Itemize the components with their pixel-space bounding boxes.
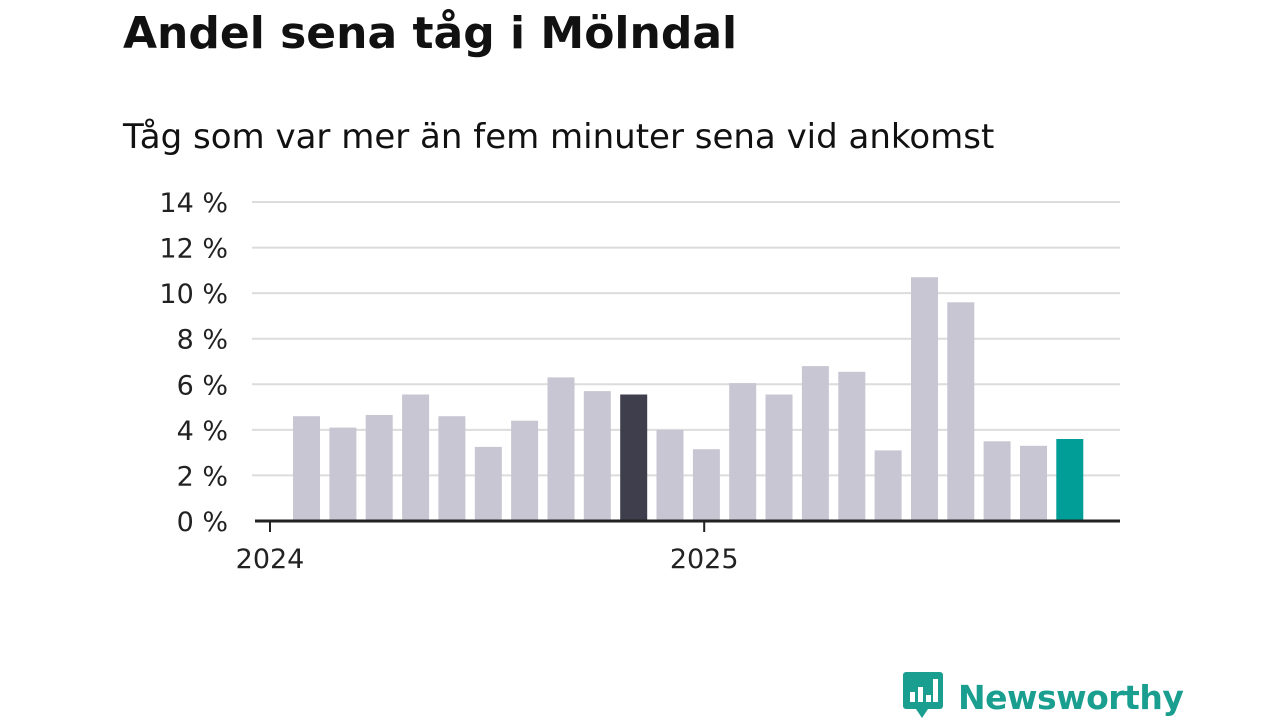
bar: [583, 391, 611, 521]
y-tick-label: 4 %: [177, 416, 228, 447]
bar: [729, 383, 757, 521]
bar: [801, 366, 829, 521]
bar: [365, 415, 393, 521]
bar: [911, 277, 938, 521]
bar: [947, 302, 975, 521]
y-tick-label: 2 %: [177, 461, 228, 492]
y-tick-label: 12 %: [159, 234, 228, 265]
bar: [983, 441, 1011, 522]
y-tick-label: 0 %: [177, 507, 228, 538]
bar: [656, 429, 684, 521]
grid-lines: [252, 201, 1120, 477]
y-tick-label: 8 %: [177, 325, 228, 356]
brand-name: Newsworthy: [958, 677, 1184, 717]
bar: [1056, 439, 1084, 521]
y-tick-label: 6 %: [177, 370, 228, 401]
chart-subtitle: Tåg som var mer än fem minuter sena vid …: [123, 117, 995, 157]
y-tick-label: 10 %: [159, 279, 228, 310]
bar: [293, 416, 320, 521]
y-axis-ticks: 0 % 2 % 4 % 6 % 8 % 10 % 12 % 14 %: [159, 188, 228, 538]
bar-chart-speech-bubble-icon: [902, 670, 944, 724]
bar: [874, 450, 902, 521]
newsworthy-logo: Newsworthy: [902, 670, 1184, 724]
bar: [329, 427, 357, 521]
bar: [474, 446, 502, 521]
x-tick-label: 2025: [670, 544, 739, 575]
bar: [1020, 445, 1047, 521]
bar: [511, 420, 539, 521]
x-tick-label: 2024: [236, 544, 305, 575]
x-axis: [255, 519, 1120, 532]
bar: [620, 394, 648, 521]
y-tick-label: 14 %: [159, 188, 228, 219]
bar: [838, 371, 866, 521]
bar: [402, 394, 430, 521]
bars: [293, 277, 1084, 522]
bar: [547, 377, 575, 521]
bar: [438, 416, 466, 521]
bar: [692, 449, 720, 521]
x-axis-labels: 2024 2025: [236, 544, 739, 575]
bar: [765, 394, 793, 521]
chart-title: Andel sena tåg i Mölndal: [123, 8, 738, 59]
